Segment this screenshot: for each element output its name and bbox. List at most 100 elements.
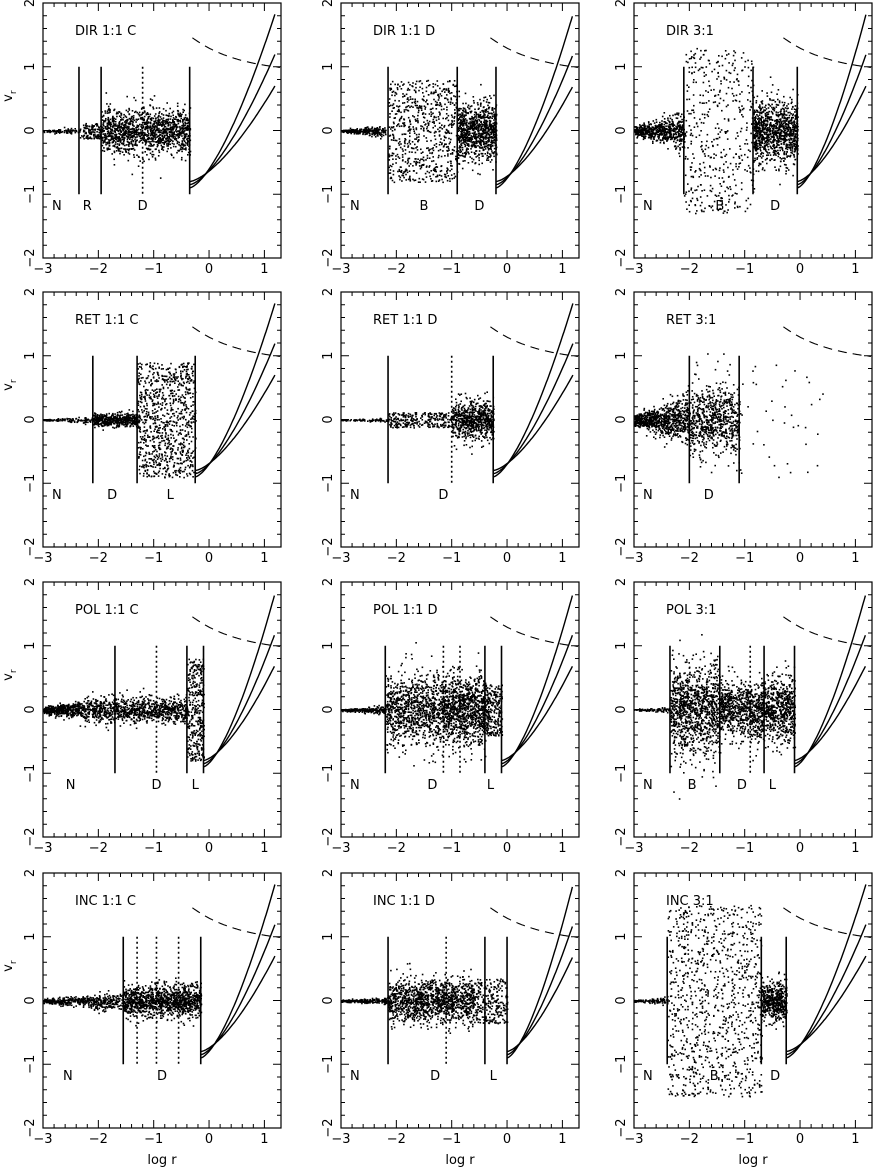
data-point xyxy=(756,146,758,149)
data-point xyxy=(422,116,425,118)
data-point xyxy=(136,129,139,131)
data-point xyxy=(177,137,180,139)
data-point xyxy=(671,118,673,121)
data-point xyxy=(126,122,128,124)
data-point xyxy=(116,145,119,148)
data-point xyxy=(362,129,365,131)
data-point xyxy=(489,95,491,97)
data-point xyxy=(747,66,750,69)
data-point xyxy=(157,129,160,131)
data-point xyxy=(700,184,702,186)
data-point xyxy=(123,124,126,126)
data-point xyxy=(734,51,737,54)
data-point xyxy=(423,105,426,107)
data-point xyxy=(685,131,688,133)
data-point xyxy=(694,62,697,64)
data-point xyxy=(379,134,382,137)
data-point xyxy=(670,128,672,130)
data-point xyxy=(772,128,774,130)
data-point xyxy=(405,93,408,96)
data-point xyxy=(438,104,441,107)
data-point xyxy=(717,94,720,96)
data-point xyxy=(650,136,653,138)
data-point xyxy=(400,115,403,118)
data-point xyxy=(740,57,743,59)
data-point xyxy=(672,114,674,117)
data-point xyxy=(791,101,793,103)
data-point xyxy=(150,133,152,136)
data-point xyxy=(144,140,146,143)
data-point xyxy=(771,148,774,150)
data-point xyxy=(161,147,164,149)
data-point xyxy=(431,151,434,154)
data-point xyxy=(654,134,657,136)
data-point xyxy=(119,147,121,150)
data-point xyxy=(487,112,490,115)
data-point xyxy=(134,138,136,141)
data-point xyxy=(133,149,136,151)
data-point xyxy=(446,170,448,172)
data-point xyxy=(123,138,125,140)
data-point xyxy=(63,131,66,134)
data-point xyxy=(447,87,450,90)
data-point xyxy=(347,130,349,133)
data-point xyxy=(728,201,730,203)
data-point xyxy=(52,130,55,133)
data-point xyxy=(161,135,164,137)
data-point xyxy=(381,131,383,133)
data-point xyxy=(371,131,373,133)
data-point xyxy=(636,130,639,132)
data-point xyxy=(103,150,106,152)
data-point xyxy=(651,128,653,130)
data-point xyxy=(747,99,749,101)
data-point xyxy=(484,132,487,134)
data-point xyxy=(482,116,485,119)
data-point xyxy=(773,131,775,133)
data-point xyxy=(128,113,131,116)
data-point xyxy=(680,130,683,132)
data-point xyxy=(122,133,124,136)
data-point xyxy=(735,94,738,97)
data-point xyxy=(123,113,125,116)
data-point xyxy=(156,143,159,146)
data-point xyxy=(409,178,411,181)
data-point xyxy=(786,139,788,141)
data-point xyxy=(405,106,407,109)
y-tick-label: 0 xyxy=(321,126,336,134)
data-point xyxy=(646,131,649,133)
data-point xyxy=(138,141,141,143)
data-point xyxy=(112,124,114,127)
data-point xyxy=(108,133,111,136)
data-point xyxy=(96,125,98,127)
data-point xyxy=(747,59,749,62)
data-point xyxy=(114,143,117,145)
data-point xyxy=(462,120,465,123)
data-point xyxy=(457,126,460,129)
data-point xyxy=(678,143,681,146)
data-point xyxy=(441,124,443,126)
data-point xyxy=(676,113,678,115)
data-point xyxy=(474,146,476,149)
data-point xyxy=(761,111,764,113)
data-point xyxy=(729,186,731,188)
data-point xyxy=(107,147,110,149)
data-point xyxy=(480,120,483,123)
data-point xyxy=(178,130,181,132)
data-point xyxy=(123,132,125,134)
data-point xyxy=(150,138,152,140)
data-point xyxy=(464,122,466,124)
data-point xyxy=(708,80,710,83)
data-point xyxy=(753,145,756,148)
data-point xyxy=(672,121,674,123)
data-point xyxy=(473,117,476,119)
data-point xyxy=(734,59,736,62)
data-point xyxy=(777,89,780,91)
data-point xyxy=(691,197,694,200)
data-point xyxy=(467,148,469,150)
data-point xyxy=(712,209,714,212)
data-point xyxy=(464,155,466,157)
data-point xyxy=(707,115,710,118)
data-point xyxy=(453,104,456,106)
data-point xyxy=(407,116,410,119)
data-point xyxy=(445,113,448,115)
